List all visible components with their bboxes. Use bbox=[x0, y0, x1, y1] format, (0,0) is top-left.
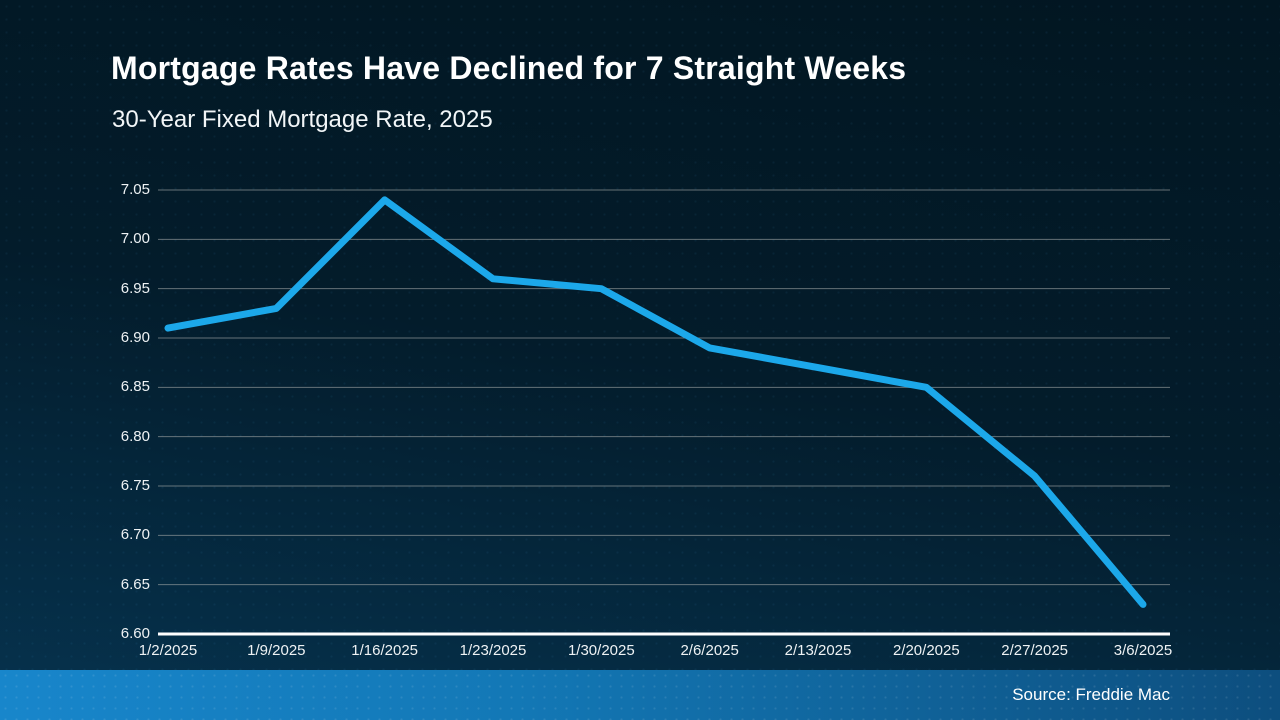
y-tick-label: 7.00 bbox=[120, 230, 150, 248]
y-tick-label: 6.90 bbox=[120, 329, 150, 346]
x-tick-label: 1/2/2025 bbox=[138, 642, 198, 659]
x-tick-label: 1/9/2025 bbox=[247, 642, 306, 659]
y-tick-label: 6.80 bbox=[120, 427, 150, 445]
source-credit: Source: Freddie Mac bbox=[1012, 685, 1170, 704]
x-tick-label: 2/20/2025 bbox=[892, 642, 960, 659]
x-tick-label: 1/23/2025 bbox=[459, 642, 527, 659]
y-tick-label: 7.05 bbox=[120, 181, 150, 198]
x-tick-label: 1/30/2025 bbox=[567, 642, 635, 659]
y-tick-label: 6.70 bbox=[120, 526, 150, 544]
x-tick-label: 2/6/2025 bbox=[680, 642, 739, 659]
y-tick-label: 6.95 bbox=[120, 279, 150, 297]
y-tick-label: 6.60 bbox=[120, 625, 150, 642]
mortgage-rate-line bbox=[164, 196, 1147, 608]
footer-bar: Source: Freddie Mac bbox=[0, 670, 1280, 720]
chart-subtitle: 30-Year Fixed Mortgage Rate, 2025 bbox=[112, 106, 493, 133]
chart-title: Mortgage Rates Have Declined for 7 Strai… bbox=[111, 50, 907, 86]
x-tick-label: 2/27/2025 bbox=[1001, 642, 1069, 659]
y-tick-label: 6.85 bbox=[120, 378, 150, 396]
y-tick-label: 6.65 bbox=[120, 575, 150, 593]
y-tick-label: 6.75 bbox=[120, 477, 150, 494]
x-tick-label: 1/16/2025 bbox=[351, 642, 419, 659]
x-tick-label: 2/13/2025 bbox=[784, 642, 852, 659]
x-tick-label: 3/6/2025 bbox=[1113, 642, 1173, 659]
